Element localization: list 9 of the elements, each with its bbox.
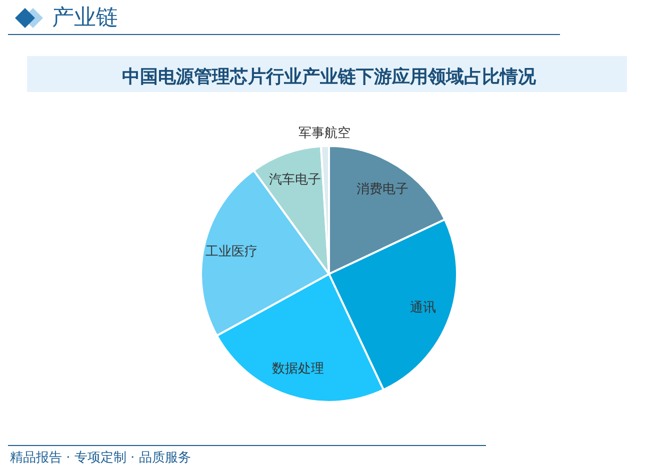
slice-label: 数据处理 xyxy=(272,361,324,376)
slice-label: 军事航空 xyxy=(298,126,351,141)
slice-label: 汽车电子 xyxy=(269,172,322,188)
slice-label: 通讯 xyxy=(410,300,436,316)
slice-label: 消费电子 xyxy=(356,182,408,198)
text: 产业链 xyxy=(52,6,118,30)
slice-label: 工业医疗 xyxy=(206,244,258,260)
chart-title: 中国电源管理芯片行业产业链下游应用领域占比情况 xyxy=(122,66,537,88)
text: 精品报告 · 专项定制 · 品质服务 xyxy=(10,450,191,466)
